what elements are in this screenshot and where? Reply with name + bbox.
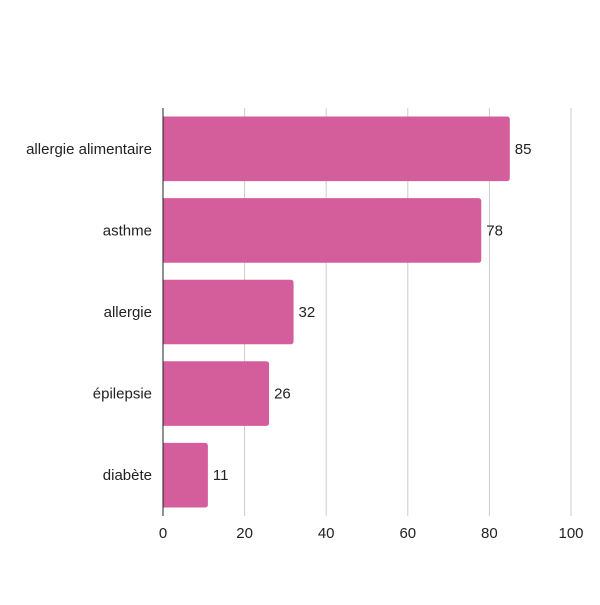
value-label: 26 bbox=[274, 386, 291, 403]
value-label: 32 bbox=[299, 304, 316, 321]
bar-2 bbox=[163, 279, 294, 345]
bar-1 bbox=[163, 198, 482, 263]
axes: 0 20 40 60 80 100 bbox=[159, 108, 584, 542]
bar-3 bbox=[163, 361, 270, 426]
bar-0 bbox=[163, 116, 510, 182]
x-tick-label: 100 bbox=[558, 525, 583, 542]
category-label: épilepsie bbox=[93, 386, 152, 403]
bars bbox=[163, 116, 510, 508]
category-label: allergie alimentaire bbox=[26, 141, 152, 158]
category-label: allergie bbox=[104, 304, 152, 321]
bar-4 bbox=[163, 442, 208, 508]
x-tick-label: 60 bbox=[399, 525, 416, 542]
value-label: 11 bbox=[213, 467, 229, 484]
category-label: asthme bbox=[103, 222, 152, 239]
labels: allergie alimentaire 85 asthme 78 allergie 32… bbox=[26, 141, 531, 484]
value-label: 85 bbox=[515, 141, 532, 158]
x-tick-label: 80 bbox=[481, 525, 498, 542]
value-label: 78 bbox=[486, 222, 503, 239]
category-label: diabète bbox=[103, 467, 152, 484]
x-tick-label: 20 bbox=[236, 525, 253, 542]
x-tick-label: 40 bbox=[318, 525, 335, 542]
x-tick-label: 0 bbox=[159, 525, 167, 542]
